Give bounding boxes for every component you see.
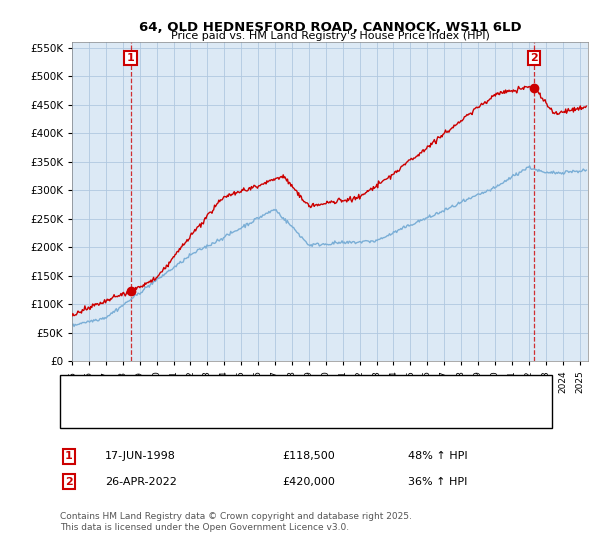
Text: £420,000: £420,000 [282, 477, 335, 487]
Text: 2: 2 [65, 477, 73, 487]
Text: £118,500: £118,500 [282, 451, 335, 461]
Text: 64, OLD HEDNESFORD ROAD, CANNOCK, WS11 6LD (detached house): 64, OLD HEDNESFORD ROAD, CANNOCK, WS11 6… [102, 385, 467, 395]
Text: 26-APR-2022: 26-APR-2022 [105, 477, 177, 487]
Text: HPI: Average price, detached house, Cannock Chase: HPI: Average price, detached house, Cann… [102, 408, 376, 418]
Text: 1: 1 [65, 451, 73, 461]
Text: 17-JUN-1998: 17-JUN-1998 [105, 451, 176, 461]
Text: 64, OLD HEDNESFORD ROAD, CANNOCK, WS11 6LD: 64, OLD HEDNESFORD ROAD, CANNOCK, WS11 6… [139, 21, 521, 34]
Text: Contains HM Land Registry data © Crown copyright and database right 2025.
This d: Contains HM Land Registry data © Crown c… [60, 512, 412, 532]
Text: Price paid vs. HM Land Registry's House Price Index (HPI): Price paid vs. HM Land Registry's House … [170, 31, 490, 41]
Text: 2: 2 [530, 53, 538, 63]
Text: 1: 1 [127, 53, 134, 63]
Text: 48% ↑ HPI: 48% ↑ HPI [408, 451, 467, 461]
Text: 36% ↑ HPI: 36% ↑ HPI [408, 477, 467, 487]
